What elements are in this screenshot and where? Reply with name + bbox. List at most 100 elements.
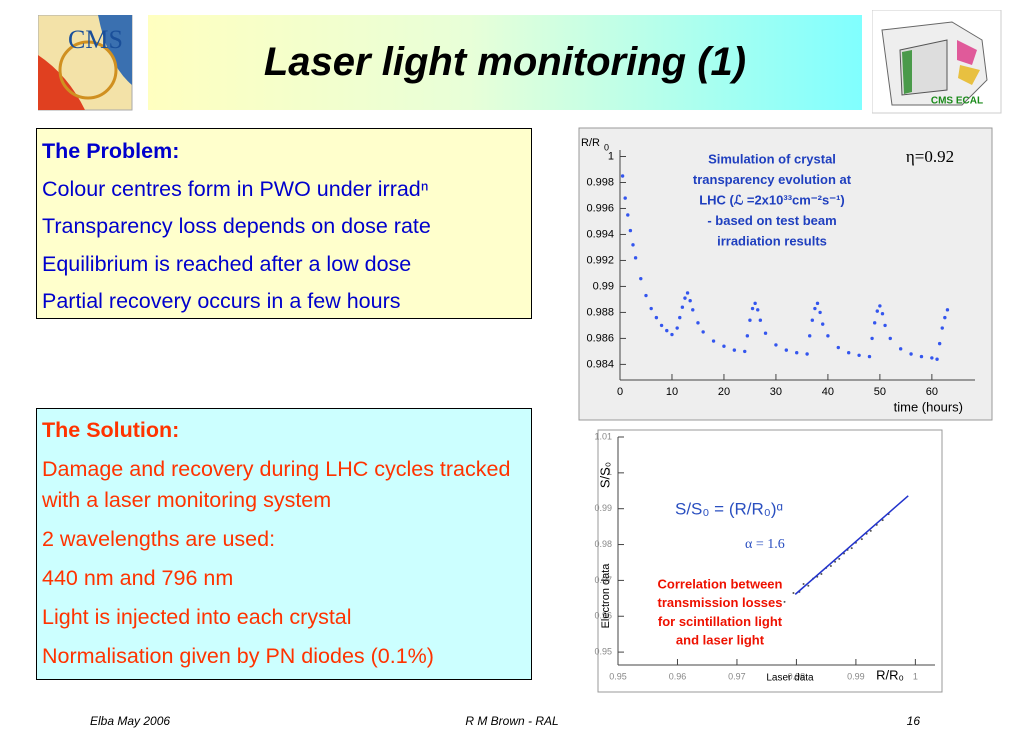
slide-title: Laser light monitoring (1) [263,40,747,84]
data-point [654,315,659,320]
eta-label: η=0.92 [906,147,954,166]
data-point [732,348,737,352]
data-point [869,529,872,532]
data-point [898,347,903,351]
logo-wedge [98,15,132,85]
problem-box: The Problem: Colour centres form in PWO … [36,128,532,319]
footer-left: Elba May 2006 [90,714,171,728]
solution-heading: The Solution: [42,418,180,442]
data-point [665,328,669,333]
footer-center: R M Brown - RAL [465,714,559,728]
problem-heading: The Problem: [42,139,180,163]
annotation: Simulation of crystal [708,151,836,166]
data-point [810,318,815,322]
solution-box: The Solution: Damage and recovery during… [36,408,532,680]
annotation: and laser light [676,633,765,648]
data-point [722,344,726,348]
data-point [909,352,913,356]
footer-right: 16 [906,714,920,728]
data-point [836,345,841,350]
y-tick-label: 0.96 [594,611,612,621]
data-point [826,334,830,338]
problem-item: Colour centres form in PWO under irradⁿ [42,176,429,201]
formula: S/S₀ = (R/R₀)ᵅ [675,499,783,518]
x-tick-label: 0 [617,386,623,398]
data-point [878,304,882,308]
data-point [870,336,874,341]
ecal-figure: CMS ECAL [872,10,1002,114]
data-point [774,343,778,347]
data-point [626,213,630,217]
y-tick-label: 1.01 [594,431,612,441]
x-tick-label: 40 [822,386,834,398]
solution-item: Light is injected into each crystal [42,605,352,629]
data-point [633,256,638,260]
data-point [937,341,942,346]
y-tick-label: 0.98 [594,539,612,549]
data-point [802,582,805,585]
data-point [685,291,690,295]
data-point [745,334,750,338]
data-point [808,334,812,338]
data-point [850,547,853,550]
cms-logo: CMS [38,15,133,111]
x-fraction: R/R₀ [876,667,904,682]
y-tick-label: 1 [608,150,614,162]
x-tick-label: 0.99 [847,671,865,681]
data-point [701,330,705,334]
logo-ring [58,40,118,100]
y-fraction: S/S₀ [597,462,612,488]
data-point [620,174,625,178]
solution-item: 2 wavelengths are used: [42,527,276,551]
data-point [649,306,653,311]
solution-item: Damage and recovery during LHC cycles tr… [42,457,511,512]
annotation: irradiation results [717,233,827,248]
fit-line [794,495,909,595]
y-tick-label: 0.97 [594,575,612,585]
x-tick-label: 0.98 [788,671,806,681]
y-tick-label: 0.986 [586,332,614,344]
data-point [680,305,685,309]
data-point [670,332,674,337]
data-point [659,323,664,328]
annotation: transmission losses [658,595,783,610]
data-point [675,326,679,330]
data-point [930,356,934,360]
data-point [834,560,837,563]
data-point [838,557,841,560]
y-tick-label: 0.95 [594,646,612,656]
ecal-label: CMS ECAL [931,96,983,107]
data-point [888,336,892,341]
x-tick-label: 0.97 [728,671,746,681]
x-tick-label: 60 [926,386,938,398]
data-point [881,519,884,522]
annotation: - based on test beam [707,213,836,228]
data-point [784,348,789,352]
data-point [945,308,950,312]
data-point [867,354,872,359]
y-tick-label: 0.996 [586,202,614,214]
data-point [820,572,823,575]
y-tick-label: 0.988 [586,306,614,318]
x-tick-label: 1 [913,671,918,681]
solution-item: Normalisation given by PN diodes (0.1%) [42,644,434,668]
data-point [943,315,947,320]
x-axis-label: time (hours) [894,399,963,414]
data-point [821,322,825,326]
data-point [748,318,752,322]
data-point [872,321,877,325]
data-point [678,315,682,320]
data-point [644,293,648,298]
data-point [756,308,760,312]
data-point [815,301,820,306]
data-point [683,296,687,300]
y-axis-label: R/R [581,137,600,149]
data-point [623,196,627,200]
data-point [829,565,832,568]
chart-panel [597,429,943,693]
y-tick-label: 0.992 [586,254,614,266]
annotation: for scintillation light [658,614,783,629]
annotation: LHC (ℒ =2x10³³cm⁻²s⁻¹) [699,192,845,207]
y-tick-label: 0.984 [586,358,614,370]
